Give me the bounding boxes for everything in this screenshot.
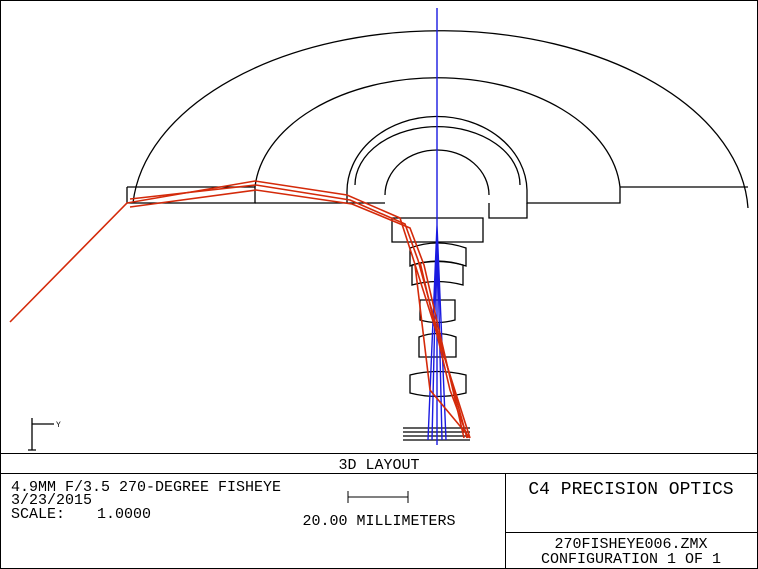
axis-label: Y bbox=[56, 421, 61, 430]
configuration: CONFIGURATION 1 OF 1 bbox=[541, 551, 721, 568]
description: 4.9MM F/3.5 270-DEGREE FISHEYE bbox=[11, 479, 281, 496]
scale-bar-label: 20.00 MILLIMETERS bbox=[302, 513, 455, 530]
scale-label: SCALE: bbox=[11, 506, 65, 523]
company: C4 PRECISION OPTICS bbox=[528, 480, 733, 500]
scale-bar bbox=[347, 491, 409, 503]
file-name: 270FISHEYE006.ZMX bbox=[554, 536, 707, 553]
lens-drawing bbox=[9, 8, 749, 451]
plot-title: 3D LAYOUT bbox=[338, 457, 419, 474]
scale-value: 1.0000 bbox=[97, 506, 151, 523]
date: 3/23/2015 bbox=[11, 492, 92, 509]
